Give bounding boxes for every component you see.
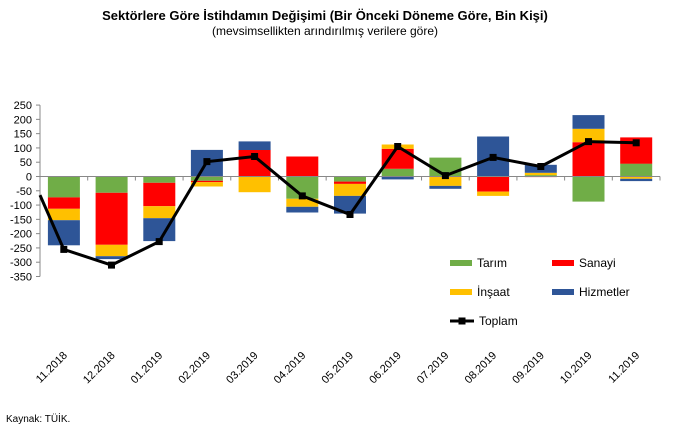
total-marker-12.2018 [108, 261, 115, 269]
x-tick-label: 05.2019 [320, 350, 357, 387]
chart-title: Sektörlere Göre İstihdamın Değişimi (Bir… [102, 8, 548, 23]
bar-segment-tarım-05.2019 [334, 176, 366, 182]
bar-segment-i̇nşaat-02.2019 [190, 182, 223, 187]
bar-segment-tarım-01.2019 [143, 176, 176, 183]
total-marker-11.2018 [60, 245, 68, 253]
bar-segment-i̇nşaat-01.2019 [143, 206, 176, 219]
bar-segment-sanayi-05.2019 [334, 181, 366, 184]
bar-segment-i̇nşaat-11.2018 [47, 208, 80, 221]
total-marker-03.2019 [251, 153, 259, 160]
x-tick-label: 03.2019 [224, 350, 261, 387]
total-line [38, 140, 637, 267]
legend-swatch-tarım [450, 260, 472, 266]
total-marker-07.2019 [441, 172, 449, 180]
bar-segment-sanayi-11.2018 [47, 197, 80, 209]
bar-segment-i̇nşaat-03.2019 [238, 176, 271, 193]
y-tick-label: -50 [16, 186, 32, 198]
legend-label-hizmetler: Hizmetler [579, 285, 630, 299]
total-marker-06.2019 [394, 143, 402, 150]
bar-segment-i̇nşaat-09.2019 [524, 172, 557, 176]
bar-segment-hizmetler-07.2019 [429, 185, 462, 189]
bar-segment-hizmetler-12.2018 [95, 256, 128, 260]
bar-segment-i̇nşaat-04.2019 [286, 198, 319, 207]
bar-segment-hizmetler-04.2019 [286, 206, 319, 213]
y-tick-label: -350 [10, 271, 32, 283]
y-tick-label: -300 [10, 257, 32, 269]
chart-subtitle: (mevsimsellikten arındırılmış verilere g… [212, 24, 438, 38]
x-tick-label: 06.2019 [367, 350, 404, 387]
total-marker-10.2019 [585, 138, 592, 146]
bar-segment-sanayi-02.2019 [190, 180, 223, 183]
legend-label-tarım: Tarım [477, 256, 507, 270]
total-marker-08.2019 [489, 153, 497, 161]
bar-segment-hizmetler-10.2019 [572, 115, 605, 129]
total-marker-05.2019 [346, 211, 354, 218]
bar-segment-sanayi-12.2018 [95, 192, 128, 245]
bar-segment-sanayi-06.2019 [381, 148, 414, 169]
x-tick-label: 02.2019 [176, 350, 213, 387]
bar-segment-hizmetler-06.2019 [381, 176, 414, 180]
x-tick-label: 07.2019 [415, 350, 452, 387]
x-tick-label: 11.2019 [606, 350, 642, 386]
legend: Tarım Sanayi İnşaat Hizmetler Toplam [450, 256, 630, 328]
y-tick-label: 150 [14, 129, 32, 141]
legend-marker-toplam [458, 317, 466, 325]
legend-label-toplam: Toplam [479, 314, 518, 328]
x-tick-label: 10.2019 [558, 350, 595, 387]
total-line-layer [38, 138, 640, 269]
bar-segment-tarım-11.2018 [47, 176, 80, 198]
source-note: Kaynak: TÜİK. [6, 414, 71, 425]
bar-segment-i̇nşaat-10.2019 [572, 128, 605, 143]
y-tick-label: 200 [14, 114, 32, 126]
bar-segment-hizmetler-01.2019 [143, 218, 176, 242]
bar-segment-i̇nşaat-07.2019 [429, 176, 462, 186]
bar-segment-tarım-09.2019 [524, 175, 557, 177]
legend-swatch-i̇nşaat [450, 289, 472, 295]
bar-segment-sanayi-01.2019 [143, 182, 176, 207]
total-marker-04.2019 [298, 192, 306, 200]
bar-segment-i̇nşaat-12.2018 [95, 244, 128, 257]
bar-segment-i̇nşaat-11.2019 [620, 176, 653, 179]
y-tick-label: 50 [20, 157, 32, 169]
y-tick-label: -100 [10, 200, 32, 212]
y-tick-label: 0 [26, 172, 32, 184]
legend-label-sanayi: Sanayi [579, 256, 616, 270]
x-tick-label: 09.2019 [510, 350, 547, 387]
bar-segment-sanayi-04.2019 [286, 156, 319, 177]
y-tick-label: -200 [10, 229, 32, 241]
y-tick-label: 250 [14, 100, 32, 112]
bars-layer [47, 115, 653, 260]
bar-segment-tarım-10.2019 [572, 176, 605, 202]
bar-segment-i̇nşaat-08.2019 [477, 191, 510, 196]
legend-swatch-hizmetler [552, 289, 574, 295]
x-tick-label: 11.2018 [34, 350, 70, 386]
bar-segment-hizmetler-05.2019 [334, 195, 366, 214]
total-marker-01.2019 [155, 238, 163, 246]
y-tick-label: -250 [10, 243, 32, 255]
legend-label-i̇nşaat: İnşaat [477, 285, 510, 299]
bar-segment-hizmetler-11.2019 [620, 178, 653, 182]
y-tick-label: 100 [14, 143, 32, 155]
total-marker-09.2019 [537, 163, 545, 170]
x-tick-label: 12.2018 [81, 350, 118, 387]
bar-segment-sanayi-08.2019 [477, 176, 510, 192]
x-tick-label: 01.2019 [129, 350, 166, 387]
x-tick-label: 08.2019 [463, 350, 500, 387]
bar-segment-tarım-06.2019 [381, 168, 414, 177]
x-tick-label: 04.2019 [272, 350, 309, 387]
total-marker-11.2019 [632, 139, 640, 147]
total-marker-02.2019 [203, 158, 211, 166]
bar-segment-tarım-04.2019 [286, 176, 319, 199]
bar-segment-tarım-02.2019 [190, 176, 223, 181]
bar-segment-hizmetler-03.2019 [238, 141, 271, 150]
legend-swatch-sanayi [552, 260, 574, 266]
bar-segment-tarım-11.2019 [620, 163, 653, 177]
bar-segment-tarım-12.2018 [95, 176, 128, 193]
y-tick-label: -150 [10, 214, 32, 226]
bar-segment-i̇nşaat-05.2019 [334, 183, 366, 196]
